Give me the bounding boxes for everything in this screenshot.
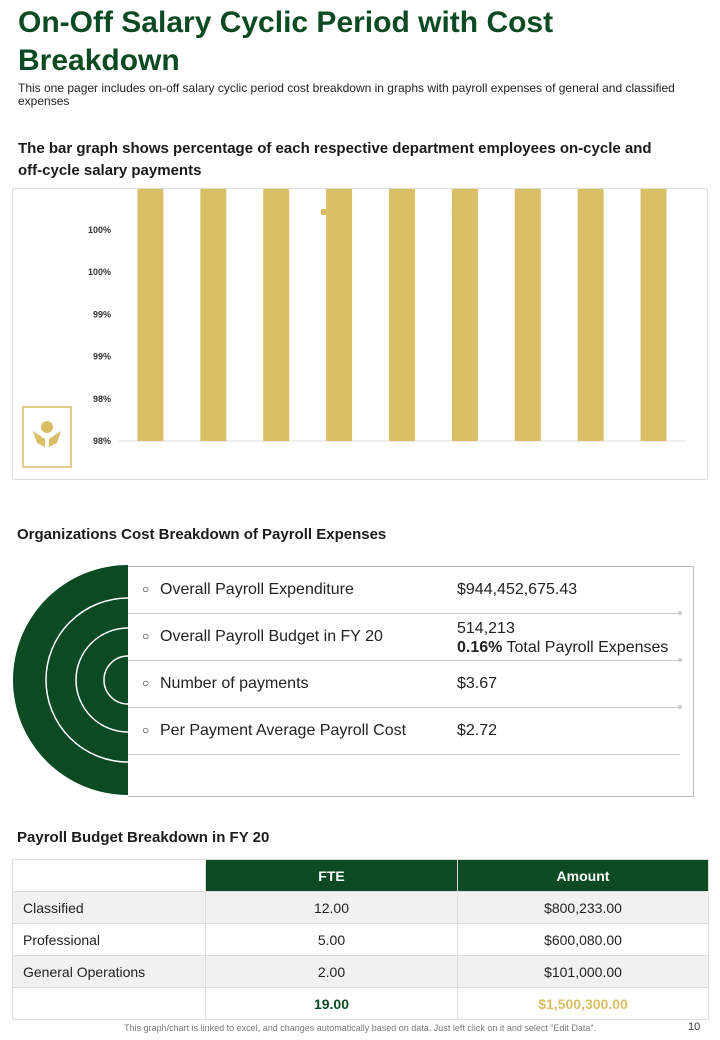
ring bbox=[45, 597, 128, 763]
bar-segment bbox=[640, 0, 667, 442]
cost-share-text: Total Payroll Expenses bbox=[506, 639, 669, 656]
cost-value: $2.72 bbox=[457, 722, 498, 739]
y-tick-label: 99% bbox=[93, 352, 111, 362]
bullet: ○ bbox=[142, 676, 150, 690]
separator-dot bbox=[678, 611, 682, 615]
y-tick-label: 99% bbox=[93, 309, 111, 319]
ring bbox=[75, 627, 128, 733]
table-row: Classified 12.00 $800,233.00 bbox=[12, 891, 709, 924]
separator bbox=[128, 660, 680, 661]
table-row: Professional 5.00 $600,080.00 bbox=[12, 923, 709, 956]
budget-table: FTE Amount Classified 12.00 $800,233.00 Profe… bbox=[12, 859, 709, 1020]
budget-heading: Payroll Budget Breakdown in FY 20 bbox=[17, 829, 270, 846]
table-cell: Professional bbox=[12, 923, 206, 956]
table-cell: 5.00 bbox=[205, 923, 458, 956]
separator-dot bbox=[678, 705, 682, 709]
bullet: ○ bbox=[142, 582, 150, 596]
cost-row: ○ Overall Payroll Expenditure $944,452,675… bbox=[140, 567, 680, 613]
header-blank bbox=[12, 859, 206, 892]
table-row: General Operations 2.00 $101,000.00 bbox=[12, 955, 709, 988]
ring bbox=[103, 655, 128, 705]
semicircle-fill bbox=[13, 565, 128, 795]
table-cell: $600,080.00 bbox=[457, 923, 709, 956]
cost-label: Number of payments bbox=[160, 675, 309, 692]
cost-value-text: 514,213 bbox=[457, 620, 515, 637]
semicircle bbox=[13, 565, 128, 795]
cost-value: 514,213 0.16% Total Payroll Expenses bbox=[457, 619, 668, 657]
cost-label: Per Payment Average Payroll Cost bbox=[160, 722, 407, 739]
y-tick-label: 98% bbox=[93, 436, 111, 446]
table-cell: Classified bbox=[12, 891, 206, 924]
y-tick-label: 98% bbox=[93, 394, 111, 404]
legend-swatch bbox=[321, 209, 326, 215]
cost-label: Overall Payroll Budget in FY 20 bbox=[160, 628, 383, 645]
table-cell: $800,233.00 bbox=[457, 891, 709, 924]
cost-row: ○ Overall Payroll Budget in FY 20 514,213 0… bbox=[140, 614, 680, 660]
totals-row: 19.00 $1,500,300.00 bbox=[12, 987, 709, 1020]
page-number: 10 bbox=[688, 1021, 701, 1033]
table-cell: General Operations bbox=[12, 955, 206, 988]
separator-dot bbox=[678, 658, 682, 662]
totals-blank bbox=[12, 987, 206, 1020]
bar-segment bbox=[137, 0, 164, 441]
table-cell: $101,000.00 bbox=[457, 955, 709, 988]
separator bbox=[128, 754, 680, 755]
table-cell: 12.00 bbox=[205, 891, 458, 924]
bar-segment bbox=[451, 0, 478, 441]
cost-row: ○ Number of payments $3.67 bbox=[140, 661, 680, 707]
cost-label: Overall Payroll Expenditure bbox=[160, 581, 354, 598]
separator bbox=[128, 613, 680, 614]
bullet: ○ bbox=[142, 723, 150, 737]
total-cell: $1,500,300.00 bbox=[457, 987, 709, 1020]
cost-box: ○ Overall Payroll Expenditure $944,452,675… bbox=[128, 566, 694, 797]
header-row: FTE Amount bbox=[12, 859, 709, 892]
cost-value: $944,452,675.43 bbox=[457, 581, 578, 598]
subtitle: This one pager includes on-off salary cy… bbox=[18, 81, 675, 108]
cost-row: ○ Per Payment Average Payroll Cost $2.72 bbox=[140, 708, 680, 754]
table-cell: 2.00 bbox=[205, 955, 458, 988]
bar-segment bbox=[514, 0, 541, 442]
y-tick-label: 100% bbox=[88, 267, 111, 277]
bar-segment bbox=[577, 0, 604, 441]
icon-frame bbox=[22, 406, 72, 468]
separator bbox=[128, 707, 680, 708]
chart-box: 98%98%99%99%100%100%99%1%99.1%0.9%99.4%0… bbox=[12, 0, 708, 480]
icon bbox=[33, 421, 61, 447]
cost-share: 0.16% bbox=[457, 639, 503, 656]
bar-segment bbox=[326, 0, 353, 441]
bar-segment bbox=[389, 0, 415, 442]
bar-segment bbox=[263, 0, 290, 442]
bullet: ○ bbox=[142, 629, 150, 643]
cost-share-line: 0.16% Total Payroll Expenses bbox=[457, 638, 668, 657]
cost-value: $3.67 bbox=[457, 675, 498, 692]
footer-note: This graph/chart is linked to excel, and… bbox=[124, 1023, 596, 1033]
bar-segment bbox=[200, 0, 227, 441]
total-cell: 19.00 bbox=[205, 987, 458, 1020]
chart: 98%98%99%99%100%100%99%1%99.1%0.9%99.4%0… bbox=[22, 0, 685, 468]
header-cell: Amount bbox=[457, 859, 709, 892]
title: On-Off Salary Cyclic Period with Cost Br… bbox=[18, 6, 554, 77]
cost-heading: Organizations Cost Breakdown of Payroll … bbox=[17, 526, 387, 543]
chart-heading: The bar graph shows percentage of each r… bbox=[18, 140, 652, 179]
header-cell: FTE bbox=[205, 859, 458, 892]
y-tick-label: 100% bbox=[88, 225, 111, 235]
